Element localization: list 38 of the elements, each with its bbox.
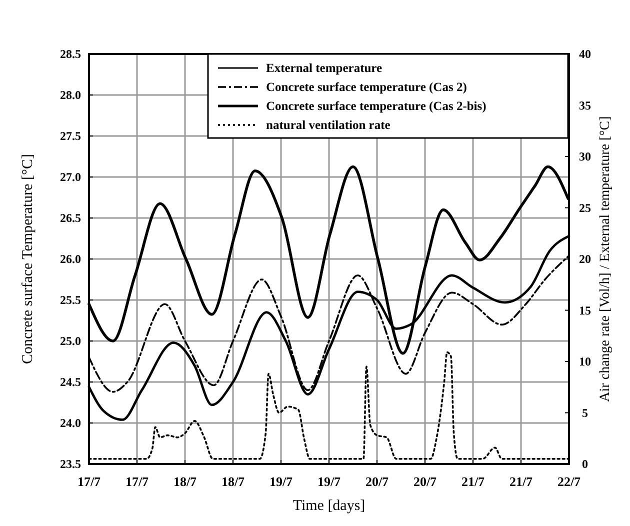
y-tick-label: 27.0 xyxy=(60,170,81,184)
x-tick-label: 17/7 xyxy=(77,474,102,489)
x-tick-label: 22/7 xyxy=(557,474,582,489)
y2-tick-label: 25 xyxy=(579,200,591,215)
x-tick-label: 21/7 xyxy=(509,474,534,489)
legend-label: natural ventilation rate xyxy=(266,118,391,132)
y-tick-label: 26.0 xyxy=(60,252,81,266)
y-tick-label: 25.5 xyxy=(60,293,81,307)
y-tick-label: 28.0 xyxy=(60,88,81,102)
x-tick-label: 19/7 xyxy=(269,474,294,489)
x-tick-label: 20/7 xyxy=(413,474,438,489)
x-tick-label: 18/7 xyxy=(221,474,246,489)
y2-tick-label: 35 xyxy=(579,98,591,112)
x-tick-label: 19/7 xyxy=(317,474,342,489)
x-tick-label: 17/7 xyxy=(125,474,150,489)
y2-tick-label: 0 xyxy=(582,457,588,471)
y-tick-label: 23.5 xyxy=(60,457,81,471)
legend-label: External temperature xyxy=(266,61,383,75)
y-axis-title: Concrete surface Temperature [°C] xyxy=(20,154,36,364)
y-tick-label: 24.5 xyxy=(60,375,81,389)
y2-tick-label: 10 xyxy=(579,354,591,368)
y-tick-label: 25.0 xyxy=(60,334,81,348)
y2-tick-label: 15 xyxy=(579,303,591,318)
x-tick-label: 21/7 xyxy=(461,474,486,489)
y2-tick-label: 5 xyxy=(582,406,588,420)
y2-axis-title: Air change rate [Vol/h] / External temperature [°C] xyxy=(598,116,613,402)
x-tick-label: 18/7 xyxy=(173,474,198,489)
legend-label: Concrete surface temperature (Cas 2-bis) xyxy=(266,99,486,113)
y2-tick-label: 20 xyxy=(579,252,591,266)
y2-tick-label: 30 xyxy=(579,150,591,164)
x-tick-label: 20/7 xyxy=(365,474,390,489)
y-tick-label: 28.5 xyxy=(60,47,81,61)
y-tick-label: 26.5 xyxy=(60,211,81,225)
y-tick-label: 24.0 xyxy=(60,416,81,430)
y2-tick-label: 40 xyxy=(579,47,591,61)
y-tick-label: 27.5 xyxy=(60,129,81,143)
legend-label: Concrete surface temperature (Cas 2) xyxy=(266,80,467,94)
x-axis-title: Time [days] xyxy=(292,498,366,514)
